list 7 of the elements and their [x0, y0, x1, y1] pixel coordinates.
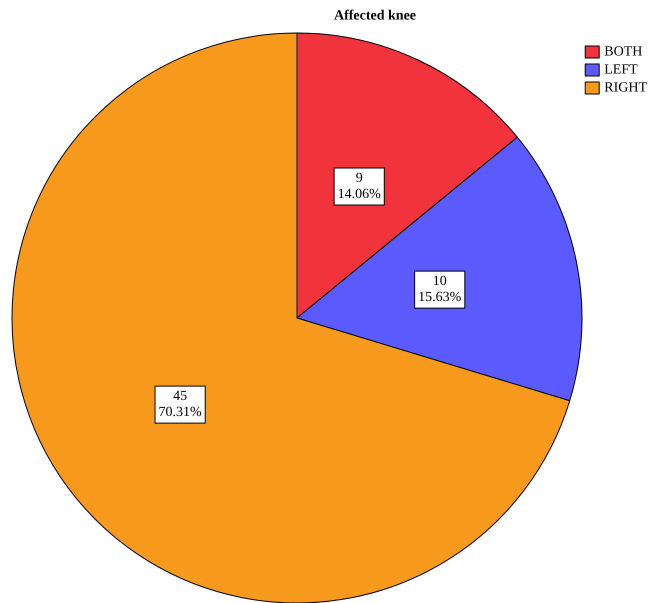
legend-label: BOTH	[604, 44, 642, 60]
data-label: 10 15.63%	[418, 274, 462, 306]
data-label: 9 14.06%	[338, 170, 382, 202]
legend-label: RIGHT	[604, 80, 648, 96]
legend-label: LEFT	[604, 62, 638, 78]
chart-title: Affected knee	[334, 8, 416, 24]
data-label: 45 70.31%	[158, 389, 202, 420]
